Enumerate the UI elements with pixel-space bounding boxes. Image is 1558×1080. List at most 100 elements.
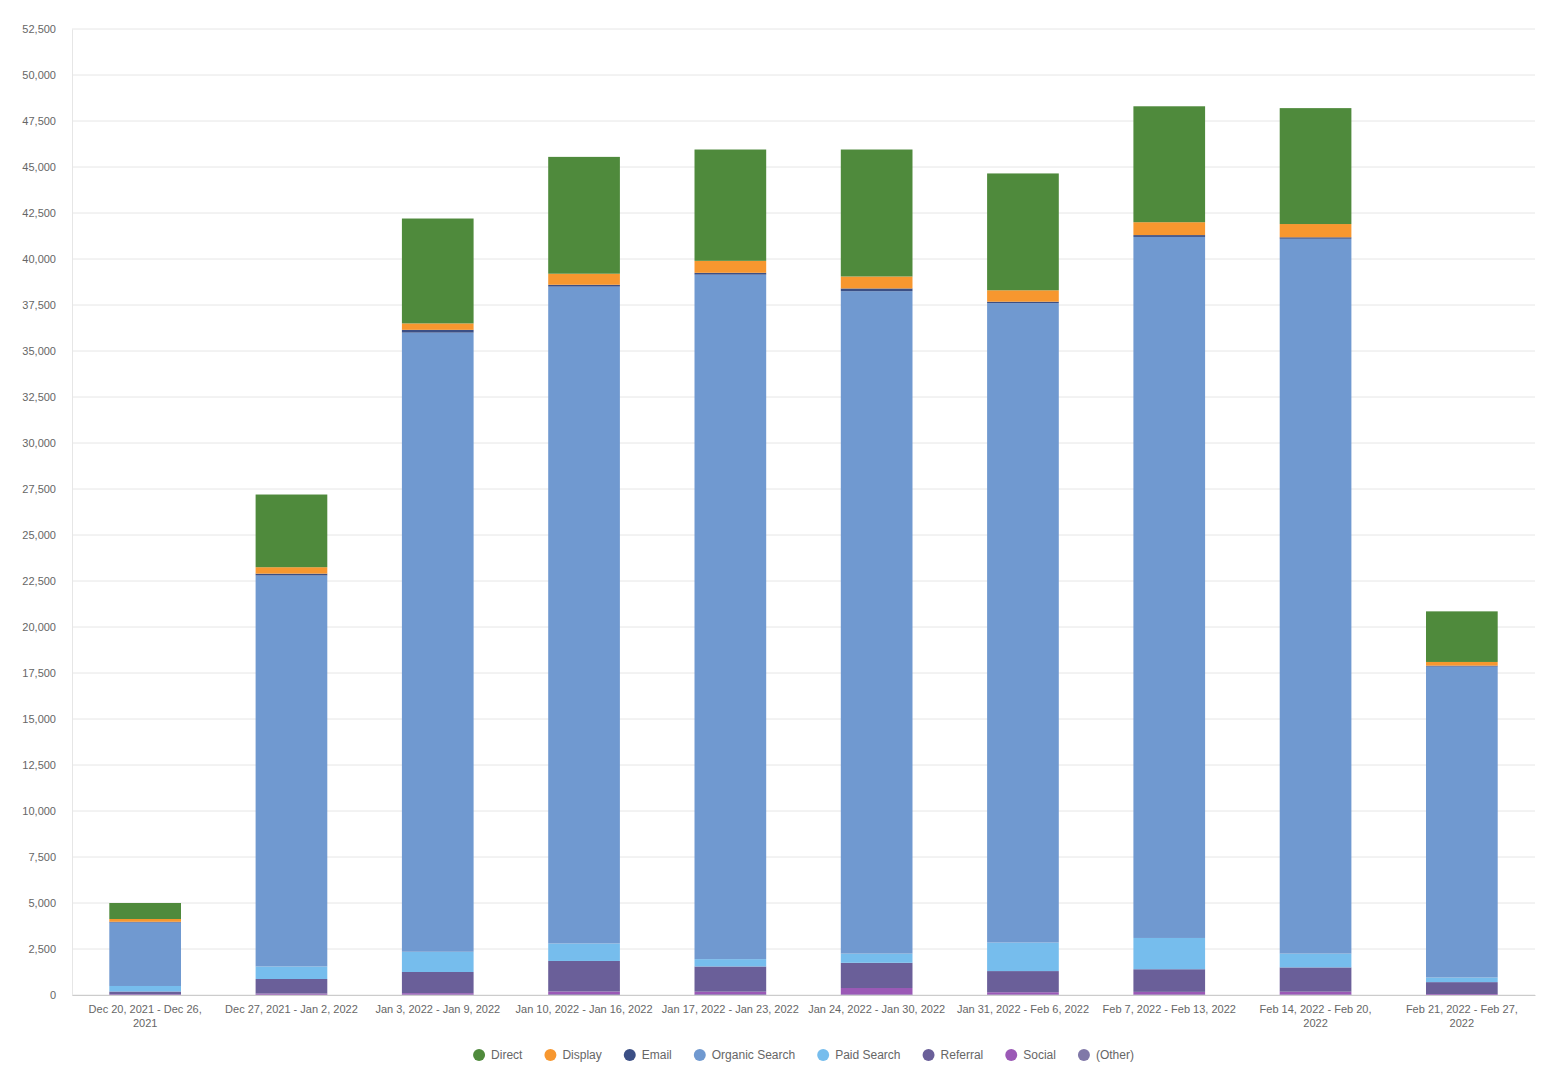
y-tick: 30,000 (22, 437, 72, 449)
legend-item[interactable]: Organic Search (694, 1048, 795, 1062)
legend-swatch (473, 1049, 485, 1061)
legend-label: Organic Search (712, 1048, 795, 1062)
bar-segment (402, 972, 474, 993)
series-bars (109, 237, 1497, 986)
bar-segment (1426, 982, 1498, 994)
bar-segment (256, 574, 328, 576)
y-tick: 10,000 (22, 805, 72, 817)
y-tick: 22,500 (22, 575, 72, 587)
grid (72, 29, 1535, 995)
y-tick: 2,500 (28, 943, 72, 955)
bar-segment (1133, 938, 1205, 969)
bar-segment (695, 150, 767, 261)
bar-segment (109, 986, 181, 992)
bar-segment (1133, 222, 1205, 235)
bar-segment (109, 903, 181, 919)
legend-item[interactable]: Display (544, 1048, 601, 1062)
bar-segment (695, 275, 767, 959)
y-tick-label: 30,000 (22, 437, 56, 449)
legend-swatch (624, 1049, 636, 1061)
y-tick-label: 5,000 (28, 897, 56, 909)
y-tick-label: 12,500 (22, 759, 56, 771)
bar-segment (548, 285, 620, 287)
y-tick: 45,000 (22, 161, 72, 173)
x-tick: Dec 27, 2021 - Jan 2, 2022 (225, 995, 358, 1015)
y-tick-label: 47,500 (22, 115, 56, 127)
y-tick-label: 25,000 (22, 529, 56, 541)
legend-item[interactable]: Direct (473, 1048, 523, 1062)
legend-item[interactable]: Paid Search (817, 1048, 900, 1062)
y-tick: 12,500 (22, 759, 72, 771)
legend-item[interactable]: Social (1005, 1048, 1056, 1062)
legend-item[interactable]: Referral (923, 1048, 984, 1062)
x-tick: Jan 31, 2022 - Feb 6, 2022 (957, 995, 1089, 1015)
y-tick-label: 45,000 (22, 161, 56, 173)
x-tick: Feb 14, 2022 - Feb 20,2022 (1260, 995, 1372, 1029)
x-tick: Jan 3, 2022 - Jan 9, 2022 (375, 995, 500, 1015)
bar-segment (109, 919, 181, 922)
legend-swatch (1078, 1049, 1090, 1061)
bar-segment (695, 992, 767, 995)
bar-segment (841, 276, 913, 288)
x-tick-label: Feb 7, 2022 - Feb 13, 2022 (1103, 1003, 1236, 1015)
bar-segment (841, 288, 913, 291)
y-tick: 37,500 (22, 299, 72, 311)
legend-label: Referral (941, 1048, 984, 1062)
legend-label: Paid Search (835, 1048, 900, 1062)
bar-segment (256, 966, 328, 979)
legend-label: Direct (491, 1048, 523, 1062)
bar-segment (256, 567, 328, 573)
series-bars (109, 106, 1497, 919)
bar-segment (1133, 992, 1205, 995)
y-tick: 25,000 (22, 529, 72, 541)
bar-segment (987, 971, 1059, 992)
bar-segment (548, 274, 620, 285)
x-tick-label: Feb 21, 2022 - Feb 27,2022 (1406, 1003, 1518, 1029)
bar-segment (402, 994, 474, 995)
bar-segment (256, 994, 328, 995)
bar-segment (402, 330, 474, 333)
x-axis: Dec 20, 2021 - Dec 26,2021Dec 27, 2021 -… (73, 995, 1536, 1029)
bar-segment (109, 992, 181, 995)
x-tick: Feb 21, 2022 - Feb 27,2022 (1406, 995, 1518, 1029)
series-bars (109, 222, 1497, 922)
legend-swatch (817, 1049, 829, 1061)
legend-item[interactable]: (Other) (1078, 1048, 1134, 1062)
bar-segment (1280, 954, 1352, 968)
y-axis-line (72, 30, 73, 996)
y-tick-label: 20,000 (22, 621, 56, 633)
bar-segment (402, 333, 474, 952)
bar-segment (695, 966, 767, 991)
bar-segment (841, 291, 913, 953)
legend-label: Display (562, 1048, 601, 1062)
bar-segment (1426, 994, 1498, 995)
bar-segment (1426, 978, 1498, 983)
legend-swatch (544, 1049, 556, 1061)
y-tick: 47,500 (22, 115, 72, 127)
x-tick-label: Jan 10, 2022 - Jan 16, 2022 (516, 1003, 653, 1015)
bar-segment (548, 992, 620, 995)
bar-segment (1280, 239, 1352, 954)
legend-item[interactable]: Email (624, 1048, 672, 1062)
y-tick: 0 (50, 989, 72, 1001)
x-tick: Jan 10, 2022 - Jan 16, 2022 (516, 995, 653, 1015)
y-tick: 15,000 (22, 713, 72, 725)
y-tick: 17,500 (22, 667, 72, 679)
bar-segment (1133, 969, 1205, 992)
bar-segment (1280, 967, 1352, 991)
bar-segment (695, 261, 767, 273)
bar-segment (1280, 108, 1352, 224)
x-tick-label: Jan 17, 2022 - Jan 23, 2022 (662, 1003, 799, 1015)
bar-segment (987, 290, 1059, 301)
bar-segment (1133, 235, 1205, 237)
y-tick-label: 27,500 (22, 483, 56, 495)
bar-segment (402, 219, 474, 324)
bar-segment (402, 993, 474, 994)
y-axis: 0 2,500 5,000 7,500 10,000 12,500 15,000 17,500… (22, 23, 72, 1001)
bars (109, 106, 1497, 995)
y-tick: 52,500 (22, 23, 72, 35)
x-tick-label: Dec 27, 2021 - Jan 2, 2022 (225, 1003, 358, 1015)
bar-segment (256, 495, 328, 568)
y-tick: 42,500 (22, 207, 72, 219)
y-tick: 7,500 (28, 851, 72, 863)
